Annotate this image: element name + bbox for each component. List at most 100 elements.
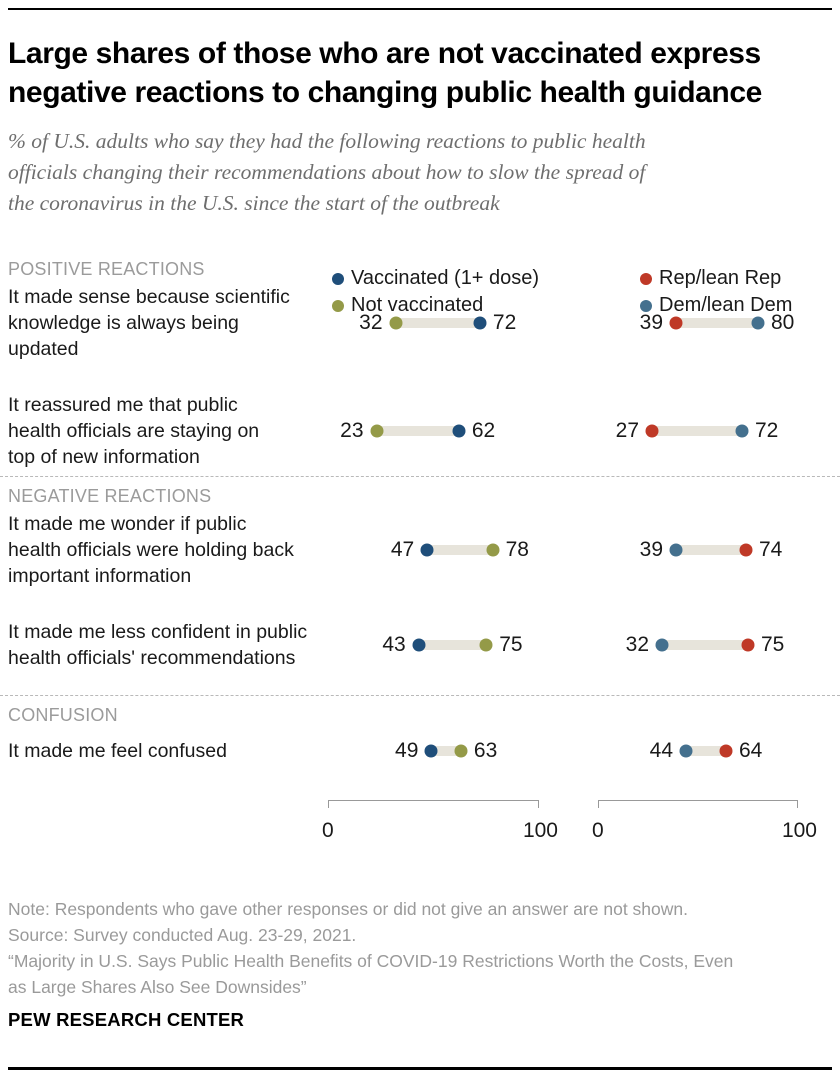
legend-dot-dem-icon: [640, 299, 652, 312]
value-label: 27: [615, 419, 639, 442]
connector-bar: [676, 545, 746, 555]
legend-item-not-vaccinated: Not vaccinated: [332, 292, 539, 319]
value-label: 47: [390, 538, 415, 561]
axis-tick-min: 0: [322, 819, 334, 842]
x-axis-vaccination: 0 100: [322, 800, 558, 842]
connector-bar: [427, 545, 493, 555]
dumbbell-vaccination: 23 62: [328, 392, 539, 470]
dot-dem-lean-dem: [655, 638, 669, 652]
legend-label-dem: Dem/lean Dem: [659, 294, 793, 316]
section-negative-reactions: NEGATIVE REACTIONS It made me wonder if p…: [8, 486, 832, 671]
axis-tick-max: 100: [781, 819, 817, 842]
dumbbell-chart: Vaccinated (1+ dose) Not vaccinated Rep/…: [0, 259, 840, 846]
axis-bracket: [598, 800, 798, 808]
chart-row: It made me feel confused 49 63 44 64: [8, 738, 832, 764]
value-label: 74: [759, 538, 783, 561]
footer-report-title: “Majority in U.S. Says Public Health Ben…: [8, 951, 734, 997]
legend-item-vaccinated: Vaccinated (1+ dose): [332, 265, 539, 292]
chart-subtitle: % of U.S. adults who say they had the fo…: [8, 129, 646, 215]
dot-rep-lean-rep: [739, 543, 753, 557]
dot-vaccinated-1-dose: [452, 424, 466, 438]
dot-not-vaccinated: [370, 424, 384, 438]
legend-label-not-vaccinated: Not vaccinated: [351, 294, 484, 316]
dot-not-vaccinated: [389, 316, 403, 330]
connector-bar: [676, 318, 758, 328]
section-header: CONFUSION: [8, 705, 118, 725]
dot-vaccinated-1-dose: [424, 744, 438, 758]
legend-dot-not-vaccinated-icon: [332, 299, 344, 312]
legend-item-dem: Dem/lean Dem: [640, 292, 792, 319]
section-header: POSITIVE REACTIONS: [8, 259, 205, 279]
connector-bar: [652, 426, 742, 436]
axis-tick-max: 100: [522, 819, 558, 842]
value-label: 75: [761, 633, 785, 656]
connector-bar: [418, 640, 487, 650]
dumbbell-party: 39 74: [598, 511, 798, 589]
connector-bar: [662, 640, 748, 650]
dot-not-vaccinated: [454, 744, 468, 758]
dot-dem-lean-dem: [735, 424, 749, 438]
dot-vaccinated-1-dose: [412, 638, 426, 652]
dumbbell-vaccination: 32 72: [328, 284, 539, 362]
section-divider: [0, 476, 840, 477]
chart-row: It made sense because scientific knowled…: [8, 284, 832, 362]
axis-bracket: [328, 800, 539, 808]
dot-rep-lean-rep: [719, 744, 733, 758]
section-divider: [0, 695, 840, 696]
value-label: 44: [649, 739, 673, 762]
section-positive-reactions: POSITIVE REACTIONS It made sense because …: [8, 259, 832, 470]
connector-bar: [686, 746, 726, 756]
value-label: 32: [625, 633, 649, 656]
legend-label-vaccinated: Vaccinated (1+ dose): [351, 267, 540, 289]
footer-note: Note: Respondents who gave other respons…: [8, 899, 688, 919]
dot-vaccinated-1-dose: [473, 316, 487, 330]
dot-rep-lean-rep: [741, 638, 755, 652]
row-label: It made me less confident in public heal…: [8, 621, 308, 669]
connector-bar: [395, 318, 480, 328]
dot-rep-lean-rep: [669, 316, 683, 330]
value-label: 49: [395, 739, 419, 762]
dumbbell-party: 27 72: [598, 392, 798, 470]
row-label: It made sense because scientific knowled…: [8, 286, 290, 360]
value-label: 64: [739, 739, 763, 762]
value-label: 63: [473, 739, 498, 762]
section-confusion: CONFUSION It made me feel confused 49 63 44 6…: [8, 705, 832, 764]
legend-dot-vaccinated-icon: [332, 272, 344, 285]
dumbbell-vaccination: 43 75: [328, 619, 539, 671]
dot-not-vaccinated: [479, 638, 493, 652]
value-label: 32: [359, 311, 383, 334]
section-header: NEGATIVE REACTIONS: [8, 486, 212, 506]
bottom-rule: [8, 1067, 832, 1070]
chart-row: It made me less confident in public heal…: [8, 619, 832, 671]
dumbbell-party: 32 75: [598, 619, 798, 671]
value-label: 78: [505, 538, 529, 561]
row-label: It made me wonder if public health offic…: [8, 513, 294, 587]
value-label: 72: [492, 311, 517, 334]
dot-dem-lean-dem: [669, 543, 683, 557]
footer-source: Source: Survey conducted Aug. 23-29, 202…: [8, 925, 357, 945]
chart-row: It reassured me that public health offic…: [8, 392, 832, 470]
legend-dot-rep-icon: [640, 272, 652, 285]
value-label: 80: [771, 311, 795, 334]
value-label: 39: [639, 538, 663, 561]
dumbbell-party: 44 64: [598, 738, 798, 764]
row-label: It made me feel confused: [8, 740, 227, 762]
value-label: 23: [340, 419, 364, 442]
value-label: 62: [471, 419, 496, 442]
pew-research-center-wordmark: PEW RESEARCH CENTER: [8, 1009, 245, 1030]
chart-body: POSITIVE REACTIONS It made sense because …: [0, 259, 840, 764]
value-label: 72: [755, 419, 779, 442]
legend-column-party: Rep/lean Rep Dem/lean Dem: [640, 265, 792, 319]
chart-footer: Note: Respondents who gave other respons…: [8, 896, 832, 1000]
chart-row: It made me wonder if public health offic…: [8, 511, 832, 589]
legend-label-rep: Rep/lean Rep: [659, 267, 782, 289]
legend-item-rep: Rep/lean Rep: [640, 265, 792, 292]
value-label: 43: [382, 633, 406, 656]
value-label: 75: [499, 633, 523, 656]
dumbbell-party: 39 80: [598, 284, 798, 362]
value-label: 39: [639, 311, 663, 334]
dot-rep-lean-rep: [645, 424, 659, 438]
top-rule: [8, 8, 832, 10]
dot-dem-lean-dem: [679, 744, 693, 758]
connector-bar: [376, 426, 459, 436]
